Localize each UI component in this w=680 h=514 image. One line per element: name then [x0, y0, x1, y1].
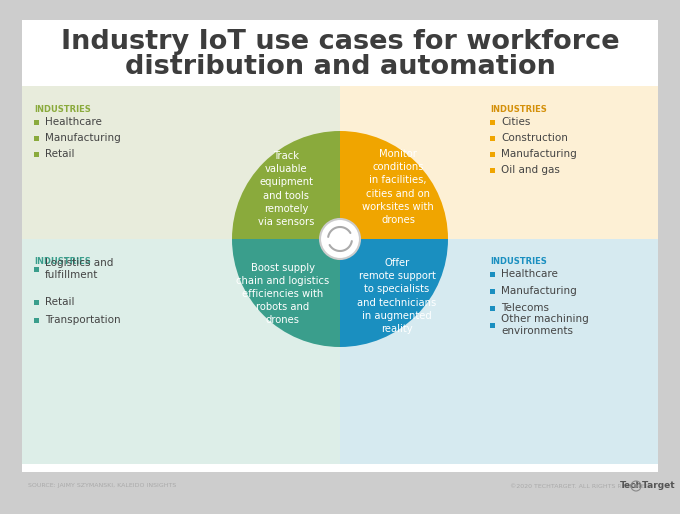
Text: Transportation: Transportation: [45, 315, 120, 325]
Text: Manufacturing: Manufacturing: [501, 149, 577, 159]
Wedge shape: [232, 239, 340, 347]
Bar: [34, 152, 39, 156]
Text: ©2020 TECHTARGET. ALL RIGHTS RESERVED: ©2020 TECHTARGET. ALL RIGHTS RESERVED: [510, 484, 650, 488]
Bar: [34, 266, 39, 271]
Wedge shape: [340, 239, 448, 347]
Text: SOURCE: JAIMY SZYMANSKI, KALEIDO INSIGHTS: SOURCE: JAIMY SZYMANSKI, KALEIDO INSIGHT…: [28, 484, 176, 488]
Bar: [490, 136, 495, 140]
Bar: [490, 119, 495, 124]
Text: Oil and gas: Oil and gas: [501, 165, 560, 175]
Text: Manufacturing: Manufacturing: [45, 133, 121, 143]
Bar: [490, 322, 495, 327]
Bar: [34, 119, 39, 124]
Text: Logistics and
fulfillment: Logistics and fulfillment: [45, 258, 114, 281]
Bar: [34, 136, 39, 140]
Wedge shape: [340, 131, 448, 239]
Text: Retail: Retail: [45, 297, 75, 307]
Text: Cities: Cities: [501, 117, 530, 127]
Text: Track
valuable
equipment
and tools
remotely
via sensors: Track valuable equipment and tools remot…: [258, 151, 314, 227]
FancyBboxPatch shape: [22, 86, 340, 239]
Text: Healthcare: Healthcare: [45, 117, 102, 127]
Text: Manufacturing: Manufacturing: [501, 286, 577, 296]
Bar: [490, 152, 495, 156]
Circle shape: [634, 484, 638, 488]
FancyBboxPatch shape: [340, 239, 658, 464]
Text: Other machining
environments: Other machining environments: [501, 314, 589, 336]
Text: Industry IoT use cases for workforce: Industry IoT use cases for workforce: [61, 29, 619, 55]
Text: Retail: Retail: [45, 149, 75, 159]
Text: INDUSTRIES: INDUSTRIES: [490, 256, 547, 266]
Text: INDUSTRIES: INDUSTRIES: [34, 256, 90, 266]
Bar: [34, 300, 39, 304]
Text: Boost supply
chain and logistics
efficiencies with
robots and
drones: Boost supply chain and logistics efficie…: [237, 263, 330, 325]
Text: INDUSTRIES: INDUSTRIES: [490, 104, 547, 114]
Text: distribution and automation: distribution and automation: [124, 54, 556, 80]
Bar: [34, 318, 39, 322]
Text: Offer
remote support
to specialists
and technicians
in augmented
reality: Offer remote support to specialists and …: [358, 258, 437, 334]
FancyBboxPatch shape: [22, 239, 340, 464]
FancyBboxPatch shape: [340, 86, 658, 239]
Bar: [490, 168, 495, 173]
Text: Healthcare: Healthcare: [501, 269, 558, 279]
FancyBboxPatch shape: [22, 20, 658, 472]
Wedge shape: [232, 131, 340, 239]
Text: Monitor
conditions
in facilities,
cities and on
worksites with
drones: Monitor conditions in facilities, cities…: [362, 149, 434, 225]
Bar: [490, 288, 495, 293]
Text: Construction: Construction: [501, 133, 568, 143]
Text: INDUSTRIES: INDUSTRIES: [34, 104, 90, 114]
Text: TechTarget: TechTarget: [620, 482, 676, 490]
Text: Telecoms: Telecoms: [501, 303, 549, 313]
Bar: [490, 305, 495, 310]
Circle shape: [320, 219, 360, 259]
Bar: [490, 271, 495, 277]
